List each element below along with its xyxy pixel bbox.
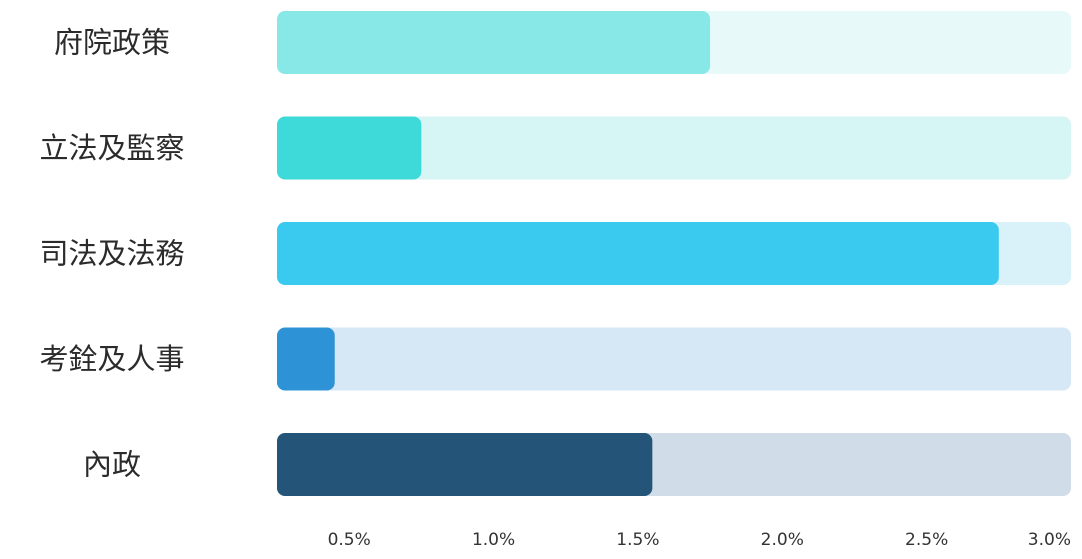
bar (277, 11, 711, 74)
category-label: 司法及法務 (39, 237, 184, 271)
x-axis-tick-labels: 0.5% 1.0% 1.5% 2.0% 2.5% 3.0% (328, 530, 1071, 550)
bar (277, 116, 422, 180)
category-label: 立法及監察 (39, 131, 184, 165)
bars (277, 11, 999, 496)
x-tick-label: 3.0% (1028, 530, 1071, 550)
category-label: 內政 (83, 448, 141, 482)
x-tick-label: 2.0% (761, 530, 804, 550)
bar-track (277, 116, 1071, 180)
x-tick-label: 1.5% (616, 530, 659, 550)
bar (277, 327, 335, 391)
x-tick-label: 2.5% (905, 530, 948, 550)
x-tick-label: 1.0% (472, 530, 515, 550)
bar (277, 222, 999, 285)
category-label: 考銓及人事 (39, 342, 184, 376)
category-label: 府院政策 (54, 26, 170, 60)
bar-track (277, 327, 1071, 391)
x-tick-label: 0.5% (328, 530, 371, 550)
bar (277, 433, 653, 496)
